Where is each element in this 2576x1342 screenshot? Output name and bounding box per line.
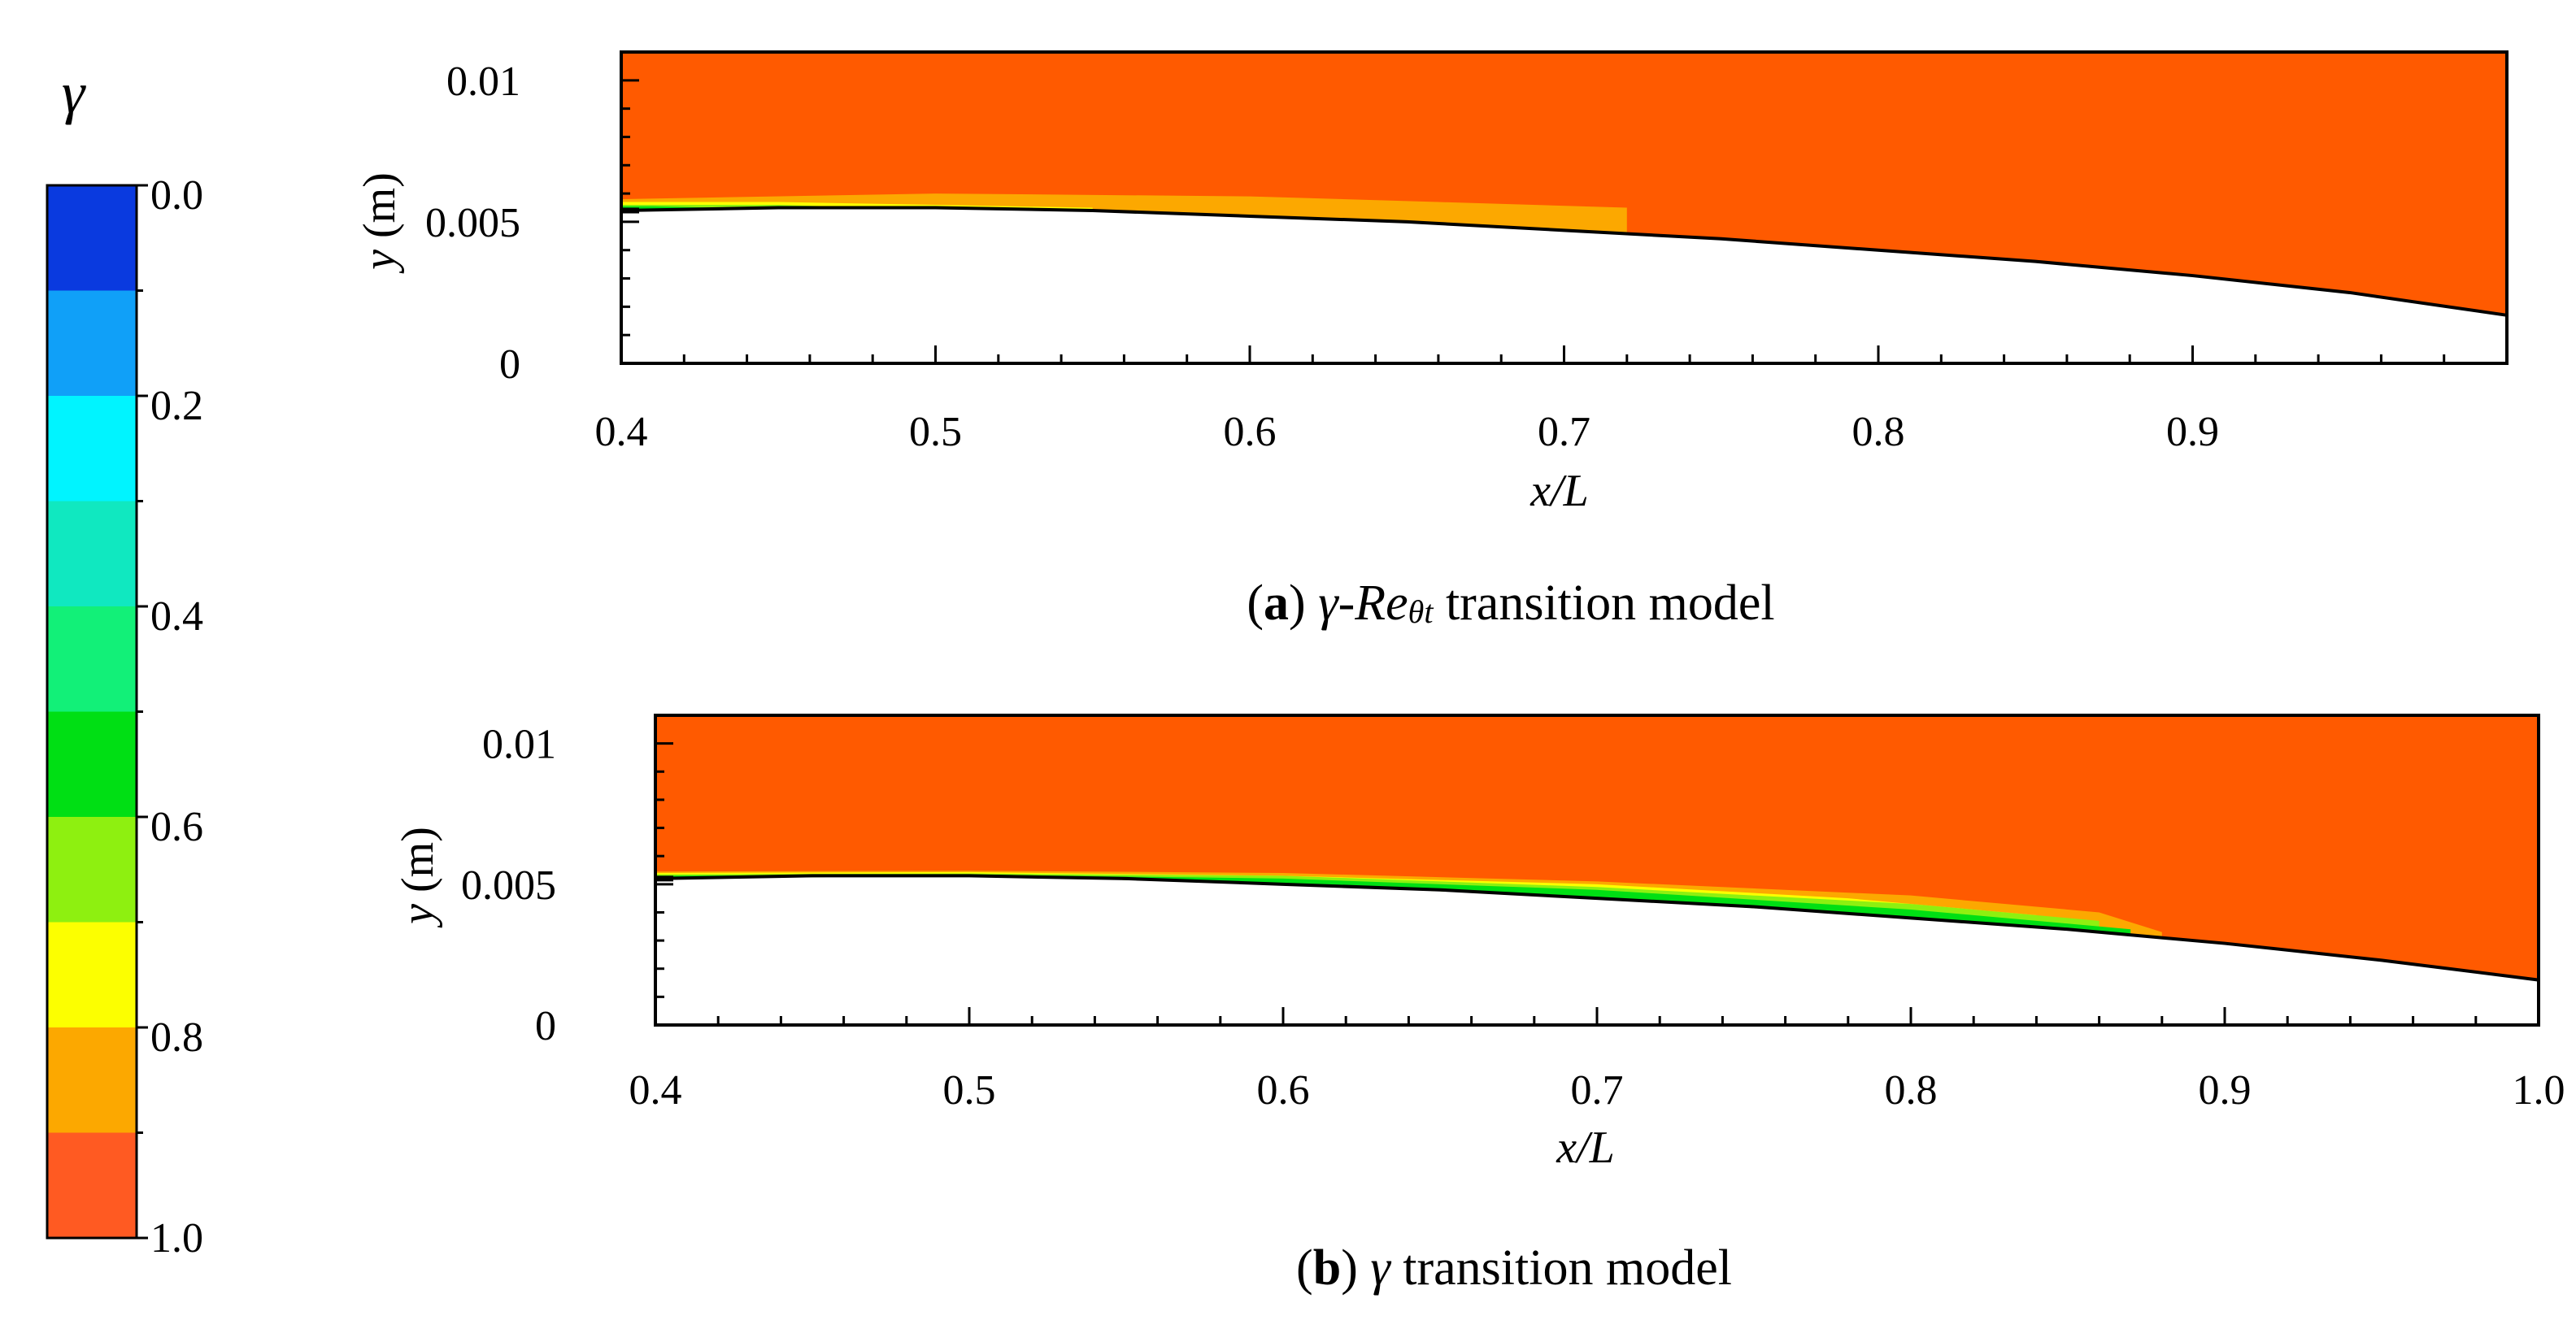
panel-a-x-tick-label: 0.5 xyxy=(909,409,962,455)
panel-b-x-tick-label: 0.8 xyxy=(1885,1067,1938,1114)
panel-a-x-tick-label: 0.6 xyxy=(1224,409,1277,455)
panel-a-plot xyxy=(620,50,2509,365)
panel-b-wall-curve xyxy=(655,874,2539,982)
colorbar-band xyxy=(47,185,137,291)
colorbar-band xyxy=(47,711,137,818)
panel-a-caption: (a) γ-Reθt transition model xyxy=(1247,575,1774,631)
panel-a-x-tick-label: 0.7 xyxy=(1538,409,1590,455)
colorbar-band xyxy=(47,817,137,923)
colorbar-tick-label: 1.0 xyxy=(150,1215,203,1262)
colorbar-title: γ xyxy=(62,60,86,125)
panel-a-y-tick-label: 0.005 xyxy=(425,200,520,246)
colorbar-tick-labels: 0.0 0.2 0.4 0.6 0.8 1.0 xyxy=(150,172,203,1262)
colorbar-ticks xyxy=(137,184,148,1240)
panel-b-caption: (b) γ transition model xyxy=(1296,1240,1732,1296)
colorbar-band xyxy=(47,290,137,397)
panel-a-laminar-band xyxy=(621,193,1627,234)
panel-a-y-tick-label: 0 xyxy=(499,341,520,388)
panel-b-x-tick-label: 1.0 xyxy=(2513,1067,2565,1114)
panel-b-x-tick-labels: 0.4 0.5 0.6 0.7 0.8 0.9 1.0 xyxy=(629,1067,2565,1114)
panel-b-y-tick-label: 0 xyxy=(535,1003,556,1049)
panel-b-turbulent-region xyxy=(655,715,2539,980)
panel-b-x-tick-label: 0.9 xyxy=(2199,1067,2252,1114)
colorbar-band xyxy=(47,501,137,607)
panel-b-x-tick-label: 0.7 xyxy=(1571,1067,1624,1114)
panel-a-x-tick-label: 0.8 xyxy=(1852,409,1905,455)
colorbar-bands xyxy=(47,185,137,1239)
panel-a-y-axis-label: y (m) xyxy=(355,172,405,274)
panel-a-x-tick-label: 0.4 xyxy=(595,409,648,455)
panel-b-y-tick-label: 0.005 xyxy=(461,862,556,909)
panel-a-x-axis-label: x/L xyxy=(1530,466,1589,516)
colorbar: γ 0.0 0.2 0.4 0.6 0.8 1.0 xyxy=(46,60,203,1262)
panel-a-y-tick-labels: 0 0.005 0.01 xyxy=(425,59,520,388)
panel-b-y-axis-label: y (m) xyxy=(393,827,443,928)
colorbar-tick-label: 0.8 xyxy=(150,1014,203,1061)
panel-b-x-tick-label: 0.5 xyxy=(943,1067,996,1114)
panel-b-x-axis-label: x/L xyxy=(1556,1123,1615,1173)
panel-b-plot xyxy=(654,714,2540,1027)
panel-b-y-tick-labels: 0 0.005 0.01 xyxy=(461,722,556,1049)
colorbar-tick-label: 0.0 xyxy=(150,172,203,219)
panel-a-turbulent-region xyxy=(621,52,2507,315)
panel-a-y-tick-label: 0.01 xyxy=(446,59,520,105)
colorbar-band xyxy=(47,1027,137,1133)
panel-a-x-tick-labels: 0.4 0.5 0.6 0.7 0.8 0.9 xyxy=(595,409,2220,455)
colorbar-tick-label: 0.4 xyxy=(150,593,203,640)
colorbar-band xyxy=(47,1132,137,1239)
colorbar-tick-label: 0.6 xyxy=(150,804,203,850)
panel-b: 0.4 0.5 0.6 0.7 0.8 0.9 1.0 0 0.005 0.01 x/L y (… xyxy=(393,714,2565,1296)
colorbar-band xyxy=(47,606,137,712)
panel-a-wall-curve xyxy=(620,206,2508,317)
panel-b-x-tick-label: 0.4 xyxy=(629,1067,682,1114)
panel-b-laminar-band xyxy=(655,874,2131,936)
colorbar-band xyxy=(47,922,137,1028)
panel-b-y-tick-label: 0.01 xyxy=(482,722,556,768)
panel-a-x-tick-label: 0.9 xyxy=(2166,409,2219,455)
colorbar-band xyxy=(47,396,137,502)
colorbar-tick-label: 0.2 xyxy=(150,383,203,429)
panel-b-x-tick-label: 0.6 xyxy=(1257,1067,1310,1114)
